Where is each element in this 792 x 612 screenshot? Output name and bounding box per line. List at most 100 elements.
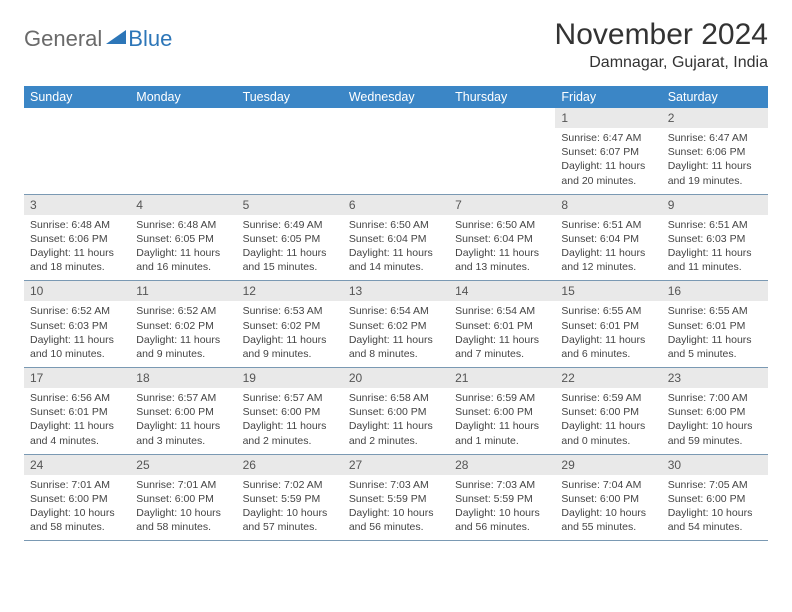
sunrise-text: Sunrise: 6:55 AM: [668, 304, 762, 318]
daylight-text: Daylight: 11 hours and 2 minutes.: [243, 419, 337, 447]
sunset-text: Sunset: 6:02 PM: [136, 319, 230, 333]
day-details: Sunrise: 6:55 AMSunset: 6:01 PMDaylight:…: [555, 301, 661, 367]
day-details: Sunrise: 6:47 AMSunset: 6:07 PMDaylight:…: [555, 128, 661, 194]
day-number: 9: [662, 195, 768, 215]
day-number: 16: [662, 281, 768, 301]
logo: General Blue: [24, 18, 172, 52]
day-details: Sunrise: 7:01 AMSunset: 6:00 PMDaylight:…: [24, 475, 130, 541]
calendar-cell: 5Sunrise: 6:49 AMSunset: 6:05 PMDaylight…: [237, 194, 343, 281]
sunset-text: Sunset: 5:59 PM: [243, 492, 337, 506]
day-details: Sunrise: 7:02 AMSunset: 5:59 PMDaylight:…: [237, 475, 343, 541]
day-details: [343, 128, 449, 184]
sunset-text: Sunset: 6:00 PM: [30, 492, 124, 506]
day-details: Sunrise: 6:54 AMSunset: 6:02 PMDaylight:…: [343, 301, 449, 367]
sunset-text: Sunset: 6:00 PM: [349, 405, 443, 419]
sunset-text: Sunset: 6:00 PM: [136, 492, 230, 506]
sunset-text: Sunset: 6:00 PM: [668, 492, 762, 506]
sunrise-text: Sunrise: 6:56 AM: [30, 391, 124, 405]
calendar-week-row: 24Sunrise: 7:01 AMSunset: 6:00 PMDayligh…: [24, 454, 768, 541]
day-number: 27: [343, 455, 449, 475]
logo-text-blue: Blue: [128, 26, 172, 52]
daylight-text: Daylight: 11 hours and 5 minutes.: [668, 333, 762, 361]
logo-mark-icon: [106, 30, 126, 49]
day-details: Sunrise: 6:59 AMSunset: 6:00 PMDaylight:…: [449, 388, 555, 454]
sunrise-text: Sunrise: 6:52 AM: [136, 304, 230, 318]
daylight-text: Daylight: 10 hours and 57 minutes.: [243, 506, 337, 534]
daylight-text: Daylight: 11 hours and 3 minutes.: [136, 419, 230, 447]
day-details: Sunrise: 7:01 AMSunset: 6:00 PMDaylight:…: [130, 475, 236, 541]
sunrise-text: Sunrise: 6:50 AM: [455, 218, 549, 232]
day-details: Sunrise: 7:04 AMSunset: 6:00 PMDaylight:…: [555, 475, 661, 541]
day-details: Sunrise: 6:51 AMSunset: 6:03 PMDaylight:…: [662, 215, 768, 281]
calendar-cell: 16Sunrise: 6:55 AMSunset: 6:01 PMDayligh…: [662, 281, 768, 368]
sunset-text: Sunset: 6:03 PM: [668, 232, 762, 246]
day-number: 8: [555, 195, 661, 215]
sunrise-text: Sunrise: 6:59 AM: [455, 391, 549, 405]
sunrise-text: Sunrise: 6:59 AM: [561, 391, 655, 405]
daylight-text: Daylight: 11 hours and 15 minutes.: [243, 246, 337, 274]
sunset-text: Sunset: 6:06 PM: [668, 145, 762, 159]
daylight-text: Daylight: 11 hours and 6 minutes.: [561, 333, 655, 361]
day-details: Sunrise: 6:53 AMSunset: 6:02 PMDaylight:…: [237, 301, 343, 367]
day-details: Sunrise: 6:55 AMSunset: 6:01 PMDaylight:…: [662, 301, 768, 367]
sunrise-text: Sunrise: 7:01 AM: [136, 478, 230, 492]
sunrise-text: Sunrise: 6:57 AM: [136, 391, 230, 405]
day-number: 22: [555, 368, 661, 388]
calendar-cell: [449, 108, 555, 194]
title-block: November 2024 Damnagar, Gujarat, India: [555, 18, 768, 72]
sunrise-text: Sunrise: 6:54 AM: [455, 304, 549, 318]
sunset-text: Sunset: 6:02 PM: [243, 319, 337, 333]
sunset-text: Sunset: 6:00 PM: [561, 492, 655, 506]
sunrise-text: Sunrise: 6:48 AM: [30, 218, 124, 232]
daylight-text: Daylight: 11 hours and 2 minutes.: [349, 419, 443, 447]
calendar-table: SundayMondayTuesdayWednesdayThursdayFrid…: [24, 86, 768, 541]
sunset-text: Sunset: 6:07 PM: [561, 145, 655, 159]
sunrise-text: Sunrise: 6:58 AM: [349, 391, 443, 405]
calendar-cell: 18Sunrise: 6:57 AMSunset: 6:00 PMDayligh…: [130, 368, 236, 455]
daylight-text: Daylight: 10 hours and 59 minutes.: [668, 419, 762, 447]
sunrise-text: Sunrise: 7:00 AM: [668, 391, 762, 405]
weekday-header: Thursday: [449, 86, 555, 108]
calendar-cell: 6Sunrise: 6:50 AMSunset: 6:04 PMDaylight…: [343, 194, 449, 281]
daylight-text: Daylight: 11 hours and 19 minutes.: [668, 159, 762, 187]
daylight-text: Daylight: 10 hours and 58 minutes.: [30, 506, 124, 534]
sunset-text: Sunset: 6:04 PM: [349, 232, 443, 246]
daylight-text: Daylight: 11 hours and 12 minutes.: [561, 246, 655, 274]
calendar-cell: 2Sunrise: 6:47 AMSunset: 6:06 PMDaylight…: [662, 108, 768, 194]
sunrise-text: Sunrise: 7:05 AM: [668, 478, 762, 492]
calendar-cell: 17Sunrise: 6:56 AMSunset: 6:01 PMDayligh…: [24, 368, 130, 455]
daylight-text: Daylight: 11 hours and 11 minutes.: [668, 246, 762, 274]
sunset-text: Sunset: 6:03 PM: [30, 319, 124, 333]
calendar-cell: 23Sunrise: 7:00 AMSunset: 6:00 PMDayligh…: [662, 368, 768, 455]
daylight-text: Daylight: 11 hours and 13 minutes.: [455, 246, 549, 274]
day-details: Sunrise: 6:48 AMSunset: 6:06 PMDaylight:…: [24, 215, 130, 281]
calendar-cell: 9Sunrise: 6:51 AMSunset: 6:03 PMDaylight…: [662, 194, 768, 281]
day-number: 23: [662, 368, 768, 388]
day-details: Sunrise: 6:51 AMSunset: 6:04 PMDaylight:…: [555, 215, 661, 281]
day-details: Sunrise: 7:03 AMSunset: 5:59 PMDaylight:…: [449, 475, 555, 541]
weekday-header: Tuesday: [237, 86, 343, 108]
day-details: Sunrise: 7:00 AMSunset: 6:00 PMDaylight:…: [662, 388, 768, 454]
day-details: Sunrise: 6:59 AMSunset: 6:00 PMDaylight:…: [555, 388, 661, 454]
sunset-text: Sunset: 6:00 PM: [561, 405, 655, 419]
sunrise-text: Sunrise: 7:03 AM: [455, 478, 549, 492]
calendar-cell: 26Sunrise: 7:02 AMSunset: 5:59 PMDayligh…: [237, 454, 343, 541]
daylight-text: Daylight: 11 hours and 4 minutes.: [30, 419, 124, 447]
sunset-text: Sunset: 6:05 PM: [136, 232, 230, 246]
day-number: 4: [130, 195, 236, 215]
sunrise-text: Sunrise: 6:51 AM: [561, 218, 655, 232]
weekday-header-row: SundayMondayTuesdayWednesdayThursdayFrid…: [24, 86, 768, 108]
sunset-text: Sunset: 6:00 PM: [668, 405, 762, 419]
day-number: 29: [555, 455, 661, 475]
calendar-cell: 27Sunrise: 7:03 AMSunset: 5:59 PMDayligh…: [343, 454, 449, 541]
day-number: 25: [130, 455, 236, 475]
daylight-text: Daylight: 10 hours and 56 minutes.: [455, 506, 549, 534]
weekday-header: Friday: [555, 86, 661, 108]
sunrise-text: Sunrise: 7:01 AM: [30, 478, 124, 492]
calendar-cell: 10Sunrise: 6:52 AMSunset: 6:03 PMDayligh…: [24, 281, 130, 368]
daylight-text: Daylight: 11 hours and 10 minutes.: [30, 333, 124, 361]
daylight-text: Daylight: 11 hours and 7 minutes.: [455, 333, 549, 361]
calendar-cell: 8Sunrise: 6:51 AMSunset: 6:04 PMDaylight…: [555, 194, 661, 281]
sunset-text: Sunset: 6:04 PM: [455, 232, 549, 246]
calendar-week-row: 17Sunrise: 6:56 AMSunset: 6:01 PMDayligh…: [24, 368, 768, 455]
